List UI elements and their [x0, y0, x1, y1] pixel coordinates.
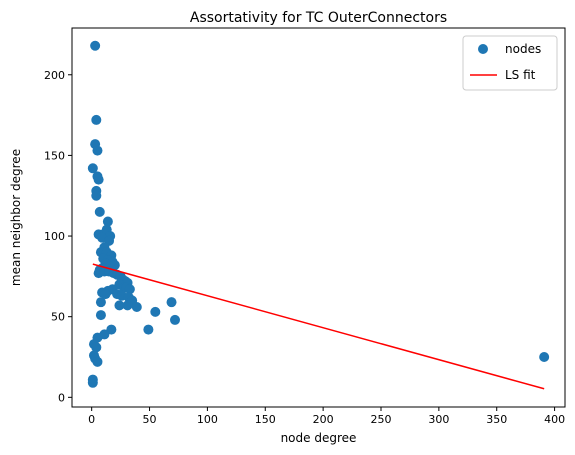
x-tick-label: 100: [197, 413, 218, 426]
data-point-10: [94, 206, 105, 217]
data-point-60: [106, 324, 117, 335]
data-point-51: [95, 297, 106, 308]
x-tick-label: 200: [313, 413, 334, 426]
x-axis-label: node degree: [281, 431, 357, 445]
data-point-7: [93, 174, 104, 185]
x-axis-ticks: 0 50 100 150 200 250 300 350 400: [88, 407, 565, 426]
data-point-56: [166, 297, 177, 308]
x-tick-label: 400: [544, 413, 565, 426]
data-point-54: [131, 302, 142, 313]
data-point-11: [102, 216, 113, 227]
y-tick-label: 150: [44, 149, 65, 162]
x-tick-label: 250: [370, 413, 391, 426]
data-point-2: [91, 114, 102, 125]
y-axis-ticks: 0 50 100 150 200: [44, 69, 72, 404]
data-point-52: [122, 300, 133, 311]
x-tick-label: 50: [143, 413, 157, 426]
data-point-42: [124, 284, 135, 295]
data-point-69: [87, 377, 98, 388]
legend-nodes-label: nodes: [505, 42, 541, 56]
data-point-59: [143, 324, 154, 335]
legend-nodes-marker: [478, 44, 488, 54]
y-axis-label: mean neighbor degree: [9, 149, 23, 286]
ls-fit-line: [92, 263, 545, 390]
y-tick-label: 0: [58, 391, 65, 404]
x-tick-label: 0: [88, 413, 95, 426]
data-point-50: [100, 289, 111, 300]
data-point-53: [114, 300, 125, 311]
plot-marks: [87, 40, 550, 390]
x-tick-label: 300: [428, 413, 449, 426]
x-tick-label: 350: [486, 413, 507, 426]
chart-title: Assortativity for TC OuterConnectors: [190, 10, 447, 26]
data-point-4: [92, 145, 103, 156]
data-point-64: [91, 342, 102, 353]
data-point-5: [87, 163, 98, 174]
y-tick-label: 200: [44, 69, 65, 82]
data-point-55: [150, 306, 161, 317]
data-point-57: [170, 314, 180, 325]
y-tick-label: 100: [44, 230, 65, 243]
data-point-58: [95, 310, 106, 321]
plot-frame: [71, 27, 566, 408]
x-tick-label: 150: [255, 413, 276, 426]
data-point-70: [539, 352, 550, 362]
legend-fit-label: LS fit: [505, 68, 536, 82]
data-point-67: [92, 356, 103, 367]
data-point-9: [91, 190, 102, 201]
data-point-1: [90, 40, 101, 51]
legend: nodes LS fit: [462, 35, 558, 91]
y-tick-label: 50: [51, 311, 65, 324]
